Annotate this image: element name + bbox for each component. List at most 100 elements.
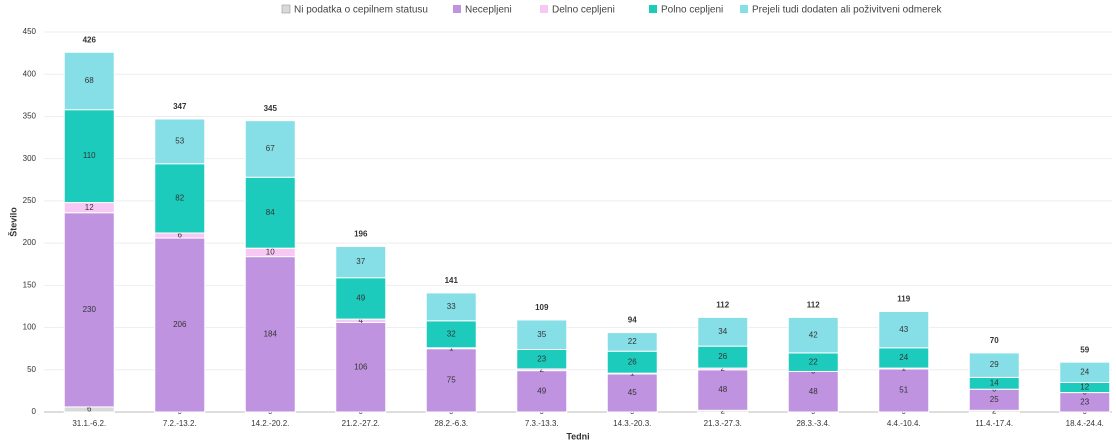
total-label: 345 <box>264 104 278 113</box>
data-label: 82 <box>175 193 184 202</box>
legend-swatch <box>649 5 657 13</box>
x-tick-label: 28.2.-6.3. <box>434 419 468 428</box>
total-label: 109 <box>535 303 549 312</box>
y-tick-label: 350 <box>23 112 37 121</box>
bar-segment <box>606 332 658 352</box>
y-tick-label: 100 <box>23 323 37 332</box>
data-label: 37 <box>356 257 365 266</box>
data-label: 22 <box>809 357 818 366</box>
data-label: 106 <box>354 362 368 371</box>
bar-segment <box>335 277 387 320</box>
y-axis-label: Število <box>7 207 18 237</box>
data-label: 35 <box>537 330 546 339</box>
data-label: 6 <box>178 231 183 240</box>
y-tick-label: 150 <box>23 280 37 289</box>
data-label: 42 <box>809 330 818 339</box>
bar-segment <box>154 118 206 165</box>
data-label: 49 <box>356 294 365 303</box>
x-tick-label: 31.1.-6.2. <box>72 419 106 428</box>
bar-segment <box>244 176 296 249</box>
bar-segment <box>516 319 568 351</box>
x-axis-label: Tedni <box>566 431 589 441</box>
x-tick-label: 14.2.-20.2. <box>251 419 289 428</box>
bar-segment <box>63 212 115 408</box>
data-label: 24 <box>899 353 908 362</box>
total-label: 70 <box>990 336 999 345</box>
bar-segment <box>425 348 477 413</box>
y-tick-label: 200 <box>23 238 37 247</box>
bar-segment <box>154 163 206 234</box>
data-label: 68 <box>85 76 94 85</box>
bar-segment <box>335 321 387 413</box>
data-label: 10 <box>266 248 275 257</box>
data-label: 206 <box>173 320 187 329</box>
legend-swatch <box>540 5 548 13</box>
total-label: 347 <box>173 102 187 111</box>
data-label: 26 <box>628 357 637 366</box>
y-tick-label: 0 <box>32 407 37 416</box>
y-tick-label: 400 <box>23 69 37 78</box>
x-tick-label: 11.4.-17.4. <box>975 419 1013 428</box>
bar-segment <box>878 311 930 349</box>
data-label: 14 <box>990 378 999 387</box>
total-label: 426 <box>83 35 97 44</box>
y-tick-label: 450 <box>23 27 37 36</box>
data-label: 32 <box>447 329 456 338</box>
y-tick-label: 250 <box>23 196 37 205</box>
data-label: 6 <box>87 405 92 414</box>
bar-segment <box>787 316 839 354</box>
legend-label: Ni podatka o cepilnem statusu <box>294 5 428 16</box>
bar-segment <box>154 237 206 413</box>
data-label: 75 <box>447 375 456 384</box>
bar-segment <box>1059 361 1111 383</box>
bar-segment <box>63 51 115 111</box>
data-label: 43 <box>899 325 908 334</box>
data-label: 110 <box>83 151 96 160</box>
data-label: 29 <box>990 360 999 369</box>
x-tick-label: 4.4.-10.4. <box>887 419 921 428</box>
total-label: 94 <box>628 316 637 325</box>
legend-label: Prejeli tudi dodaten ali poživitveni odm… <box>752 5 943 16</box>
data-label: 12 <box>85 203 94 212</box>
x-tick-label: 18.4.-24.4. <box>1066 419 1104 428</box>
data-label: 230 <box>83 305 97 314</box>
bar-segment <box>244 120 296 178</box>
legend-label: Necepljeni <box>465 5 512 16</box>
bar-segment <box>697 369 749 411</box>
x-tick-label: 7.2.-13.2. <box>163 419 197 428</box>
legend-swatch <box>740 5 748 13</box>
data-label: 24 <box>1080 367 1089 376</box>
total-label: 196 <box>354 230 368 239</box>
legend-label: Delno cepljeni <box>552 5 615 16</box>
total-label: 112 <box>716 301 729 310</box>
data-label: 53 <box>175 136 184 145</box>
legend-swatch <box>453 5 461 13</box>
bar-segment <box>968 352 1020 378</box>
data-label: 49 <box>537 386 546 395</box>
data-label: 51 <box>899 386 908 395</box>
bar-segment <box>335 245 387 279</box>
data-label: 34 <box>718 327 727 336</box>
total-label: 59 <box>1080 345 1089 354</box>
y-tick-label: 300 <box>23 154 37 163</box>
bar-segment <box>425 292 477 322</box>
x-tick-label: 21.3.-27.3. <box>704 419 742 428</box>
data-label: 26 <box>718 352 727 361</box>
data-label: 4 <box>359 316 364 325</box>
bar-segment <box>787 370 839 413</box>
total-label: 112 <box>807 301 820 310</box>
bar-segment <box>697 316 749 347</box>
legend-swatch <box>281 4 291 14</box>
data-label: 23 <box>1080 397 1089 406</box>
data-label: 184 <box>264 329 278 338</box>
x-tick-label: 28.3.-3.4. <box>796 419 830 428</box>
data-label: 25 <box>990 395 999 404</box>
bar-segment <box>425 320 477 349</box>
data-label: 45 <box>628 388 637 397</box>
bar-segment <box>606 373 658 413</box>
bar-segment <box>878 368 930 413</box>
data-label: 84 <box>266 208 275 217</box>
x-tick-label: 14.3.-20.3. <box>613 419 651 428</box>
data-label: 67 <box>266 144 275 153</box>
